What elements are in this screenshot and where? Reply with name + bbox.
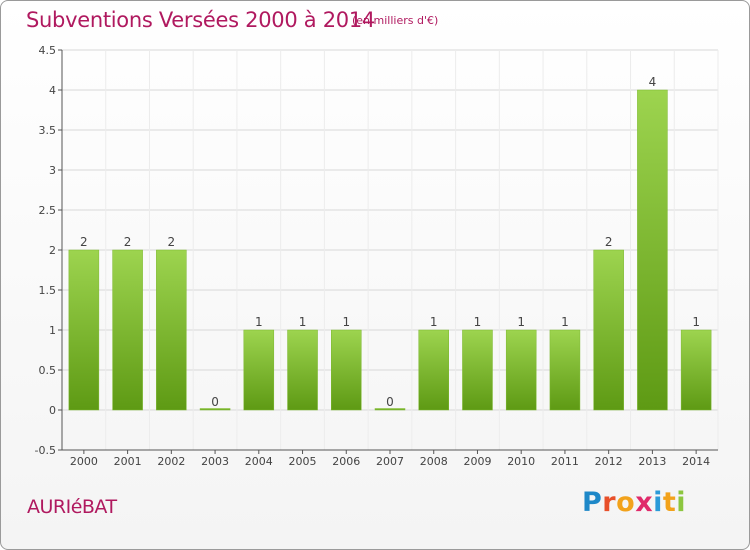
bar xyxy=(199,408,231,411)
bar xyxy=(462,329,493,411)
x-tick-label: 2005 xyxy=(289,455,317,468)
data-label: 1 xyxy=(299,315,307,329)
bar xyxy=(593,249,624,411)
data-label: 1 xyxy=(255,315,263,329)
y-tick-label: 4.5 xyxy=(39,44,57,57)
logo-letter: t xyxy=(662,487,677,518)
data-label: 0 xyxy=(211,395,219,409)
y-tick-label: 1.5 xyxy=(39,284,57,297)
x-tick-label: 2011 xyxy=(551,455,579,468)
logo-letter: i xyxy=(653,487,663,518)
data-label: 2 xyxy=(124,235,132,249)
bar xyxy=(156,249,187,411)
x-tick-label: 2009 xyxy=(463,455,491,468)
y-tick-label: 0 xyxy=(49,404,56,417)
x-tick-label: 2013 xyxy=(638,455,666,468)
data-label: 1 xyxy=(561,315,569,329)
proxiti-logo[interactable]: Proxiti xyxy=(582,487,686,518)
data-label: 1 xyxy=(692,315,700,329)
data-label: 2 xyxy=(605,235,613,249)
axis-layer: -0.5 0 0.5 1 1.5 2 2.5 3 3.5 4 4.5 xyxy=(35,44,718,457)
bar xyxy=(637,89,668,411)
data-label: 2 xyxy=(168,235,176,249)
y-tick-label: 1 xyxy=(49,324,56,337)
bar xyxy=(549,329,581,411)
bar xyxy=(418,329,449,411)
x-tick-label: 2000 xyxy=(70,455,98,468)
logo-letter: P xyxy=(582,487,603,518)
data-label: 4 xyxy=(649,75,657,89)
x-tick-label: 2001 xyxy=(114,455,142,468)
y-tick-label: 2 xyxy=(49,244,56,257)
bar xyxy=(680,329,712,411)
chart-title: Subventions Versées 2000 à 2014 xyxy=(26,8,375,32)
bar xyxy=(505,329,537,411)
logo-letter: i xyxy=(676,487,687,518)
x-tick-label: 2007 xyxy=(376,455,404,468)
chart-subtitle: (en milliers d'€) xyxy=(352,14,439,27)
data-label: 1 xyxy=(474,315,482,329)
x-tick-label: 2014 xyxy=(682,455,710,468)
bar xyxy=(374,408,406,411)
data-label: 1 xyxy=(517,315,525,329)
bar xyxy=(68,249,100,411)
x-tick-label: 2010 xyxy=(507,455,535,468)
y-tick-label: 3 xyxy=(49,164,56,177)
x-tick-label: 2003 xyxy=(201,455,229,468)
bar-layer xyxy=(68,89,712,411)
x-tick-label: 2002 xyxy=(157,455,185,468)
commune-name: AURIéBAT xyxy=(27,496,117,518)
logo-letter: r xyxy=(602,487,617,518)
bar xyxy=(287,329,318,411)
bar xyxy=(331,329,362,411)
data-label: 1 xyxy=(342,315,350,329)
bar xyxy=(112,249,143,411)
x-tick-label: 2008 xyxy=(420,455,448,468)
x-tick-label: 2012 xyxy=(595,455,623,468)
label-layer: 2 2000 2 2001 2 2002 0 2003 1 2004 1 2005 1 2006 0 2007… xyxy=(70,75,710,468)
bar xyxy=(243,329,275,411)
y-tick-label: 0.5 xyxy=(39,364,57,377)
y-tick-label: -0.5 xyxy=(35,444,56,457)
x-tick-label: 2004 xyxy=(245,455,273,468)
logo-letter: o xyxy=(616,487,636,518)
y-tick-label: 4 xyxy=(49,84,56,97)
logo-letter: x xyxy=(635,487,654,518)
data-label: 2 xyxy=(80,235,88,249)
data-label: 0 xyxy=(386,395,394,409)
y-tick-label: 2.5 xyxy=(39,204,57,217)
data-label: 1 xyxy=(430,315,438,329)
x-tick-label: 2006 xyxy=(332,455,360,468)
y-tick-label: 3.5 xyxy=(39,124,57,137)
